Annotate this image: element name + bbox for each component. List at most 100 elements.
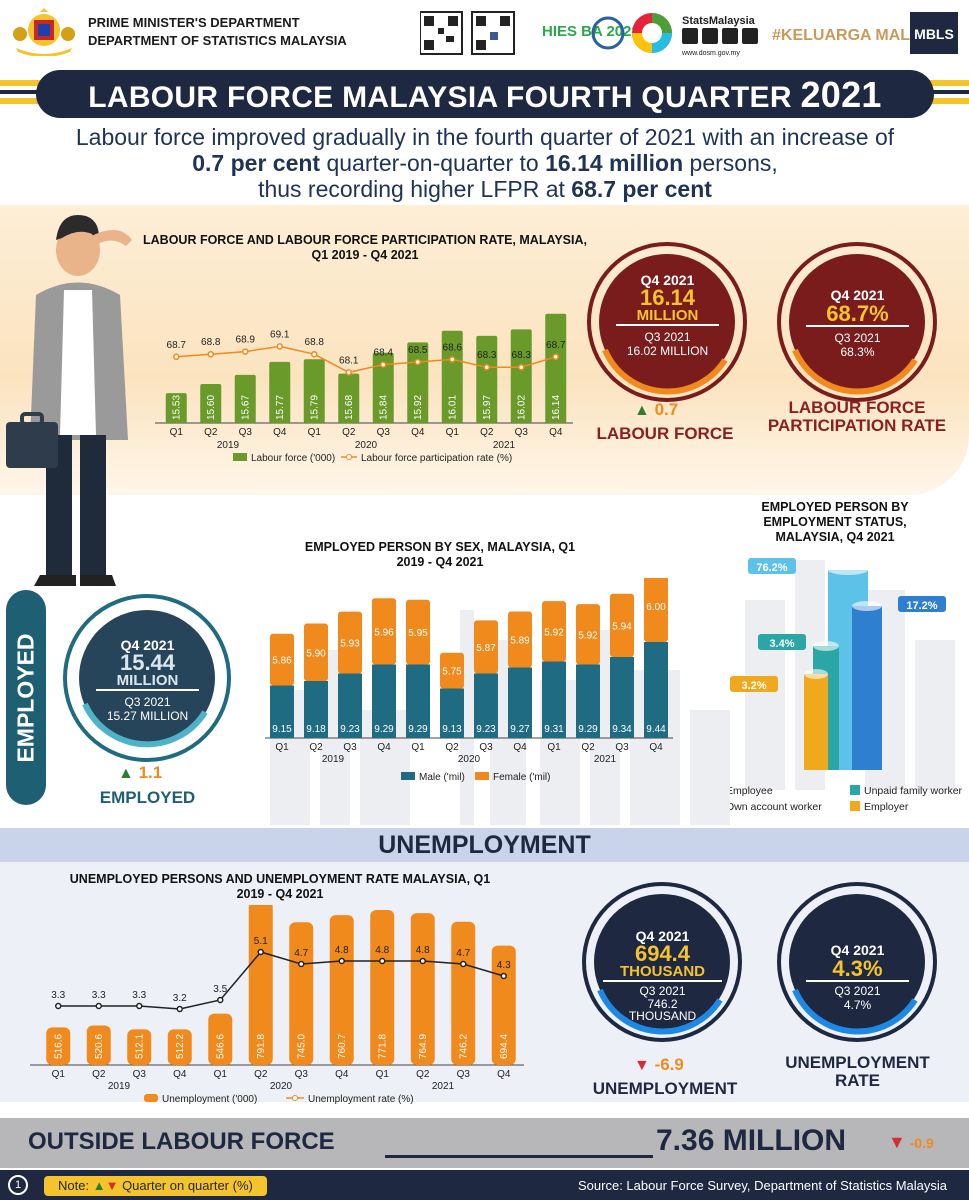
down-arrow-icon: ▼ [634, 1057, 650, 1074]
legend-label: Female ('mil) [493, 772, 550, 783]
org-line-2: DEPARTMENT OF STATISTICS MALAYSIA [88, 33, 347, 48]
unemp-rate-point [95, 1002, 102, 1010]
x-tick-label: Q3 [479, 742, 493, 753]
legend-marker [292, 1095, 298, 1101]
unemp-rate-label: 4.8 [375, 945, 389, 956]
lfpr-line [176, 345, 556, 374]
legend-label: Own account worker [730, 801, 822, 813]
outside-lf-label: OUTSIDE LABOUR FORCE [28, 1128, 335, 1155]
legend-swatch-lf [233, 453, 247, 461]
leader-line [385, 1155, 653, 1158]
female-bar [576, 604, 600, 665]
x-tick-label: Q1 [308, 427, 322, 438]
status-value-badge [758, 634, 806, 650]
unemp-rate-label: 3.3 [132, 990, 146, 1001]
employed-by-sex-chart: 9.15 5.86 Q1 9.18 5.90 Q2 9.23 5.93 Q3 9.29 5.96 Q4… [265, 578, 673, 783]
year-label: 2021 [432, 1081, 455, 1092]
male-bar [304, 681, 328, 738]
male-bar [406, 664, 430, 738]
status-bar-top [813, 641, 839, 651]
x-tick-label: Q3 [133, 1069, 147, 1080]
qr-code-icon [420, 11, 463, 55]
unemp-bar [329, 915, 354, 1065]
lf-chart-title: LABOUR FORCE AND LABOUR FORCE PARTICIPAT… [143, 233, 587, 262]
legend-label: Unpaid family worker [864, 785, 963, 797]
lf-bar [234, 374, 256, 423]
x-tick-label: Q2 [581, 742, 595, 753]
unemp-kpi-label: UNEMPLOYMENT [592, 1079, 738, 1098]
unemp-rate-point [217, 996, 224, 1004]
female-bar [440, 652, 464, 689]
legend-swatch [850, 785, 860, 795]
lf-bar [338, 373, 360, 423]
female-bar [406, 599, 430, 665]
lfpr-point [414, 358, 421, 366]
x-tick-label: Q2 [309, 742, 323, 753]
header-logos: HIES BA 2022 StatsMalaysia www.dosm.gov.… [420, 11, 958, 57]
unemp-rate-label: 3.3 [51, 990, 65, 1001]
emp-kpi-ring [63, 594, 231, 762]
x-tick-label: Q3 [343, 742, 357, 753]
facebook-icon [682, 28, 698, 44]
status-value-badge [898, 596, 946, 612]
lf-bar [165, 393, 187, 423]
male-bar-label: 9.29 [374, 724, 394, 735]
unemp-rate-label: 4.7 [456, 948, 470, 959]
status-value-badge [730, 676, 778, 692]
down-arrow-icon: ▼ [105, 1178, 119, 1193]
female-bar-label: 5.92 [578, 630, 598, 641]
lfpr-label: 68.1 [339, 355, 359, 366]
legend-label: Employee [730, 785, 773, 797]
svg-text:MBLS: MBLS [914, 26, 954, 42]
unemp-bar [370, 909, 395, 1065]
unemp-rate-point [460, 960, 467, 968]
unemp-rate-label: 4.3 [497, 960, 511, 971]
lfpr-point [173, 353, 180, 361]
org-line-1: PRIME MINISTER'S DEPARTMENT [88, 15, 300, 30]
down-arrow-icon: ▼ [888, 1132, 906, 1152]
unemp-rate-point [338, 957, 345, 965]
x-tick-label: Q3 [615, 742, 629, 753]
legend-label: Employer [864, 801, 909, 813]
year-label: 2020 [270, 1081, 293, 1092]
female-bar-label: 5.94 [612, 621, 632, 632]
unemp-rate-label: 5.1 [254, 936, 268, 947]
x-tick-label: Q1 [52, 1069, 66, 1080]
legend-label: Unemployment ('000) [162, 1094, 257, 1105]
organization-name: PRIME MINISTER'S DEPARTMENT DEPARTMENT O… [88, 14, 347, 50]
x-tick-label: Q2 [480, 427, 494, 438]
lfpr-point [552, 353, 559, 361]
mbls-logo [910, 12, 958, 54]
male-bar [508, 667, 532, 738]
unemployment-section-title: UNEMPLOYMENT [378, 831, 591, 859]
male-bar-label: 9.18 [306, 724, 326, 735]
female-bar-label: 5.86 [272, 656, 292, 667]
status-bar [804, 674, 828, 770]
lf-bar [200, 384, 222, 423]
legend-label: Labour force participation rate (%) [361, 453, 512, 464]
x-tick-label: Q2 [416, 1069, 430, 1080]
note-badge: Note: ▲▼ Quarter on quarter (%) [44, 1176, 267, 1196]
qr-code-icon [471, 11, 515, 55]
unemp-bar [86, 1025, 111, 1065]
legend-swatch-unemp [144, 1094, 158, 1102]
x-tick-label: Q2 [204, 427, 218, 438]
male-bar [474, 673, 498, 738]
female-bar-label: 5.96 [374, 627, 394, 638]
lfpr-label: 68.7 [546, 340, 566, 351]
stats-brand: StatsMalaysia [682, 15, 756, 27]
x-tick-label: Q4 [411, 427, 425, 438]
hies-logo: HIES BA 2022 [542, 23, 640, 40]
unemp-bar-label: 746.2 [458, 1034, 469, 1059]
female-bar [474, 620, 498, 674]
male-bar-label: 9.31 [544, 724, 564, 735]
lf-change: ▲ 0.7 [634, 400, 679, 419]
female-bar [508, 611, 532, 668]
x-tick-label: Q2 [445, 742, 459, 753]
year-label: 2019 [322, 754, 345, 765]
page-number: 1 [8, 1175, 28, 1195]
x-tick-label: Q3 [377, 427, 391, 438]
male-bar [372, 664, 396, 738]
employed-tab: EMPLOYED [6, 590, 46, 805]
social-icons [682, 28, 758, 44]
